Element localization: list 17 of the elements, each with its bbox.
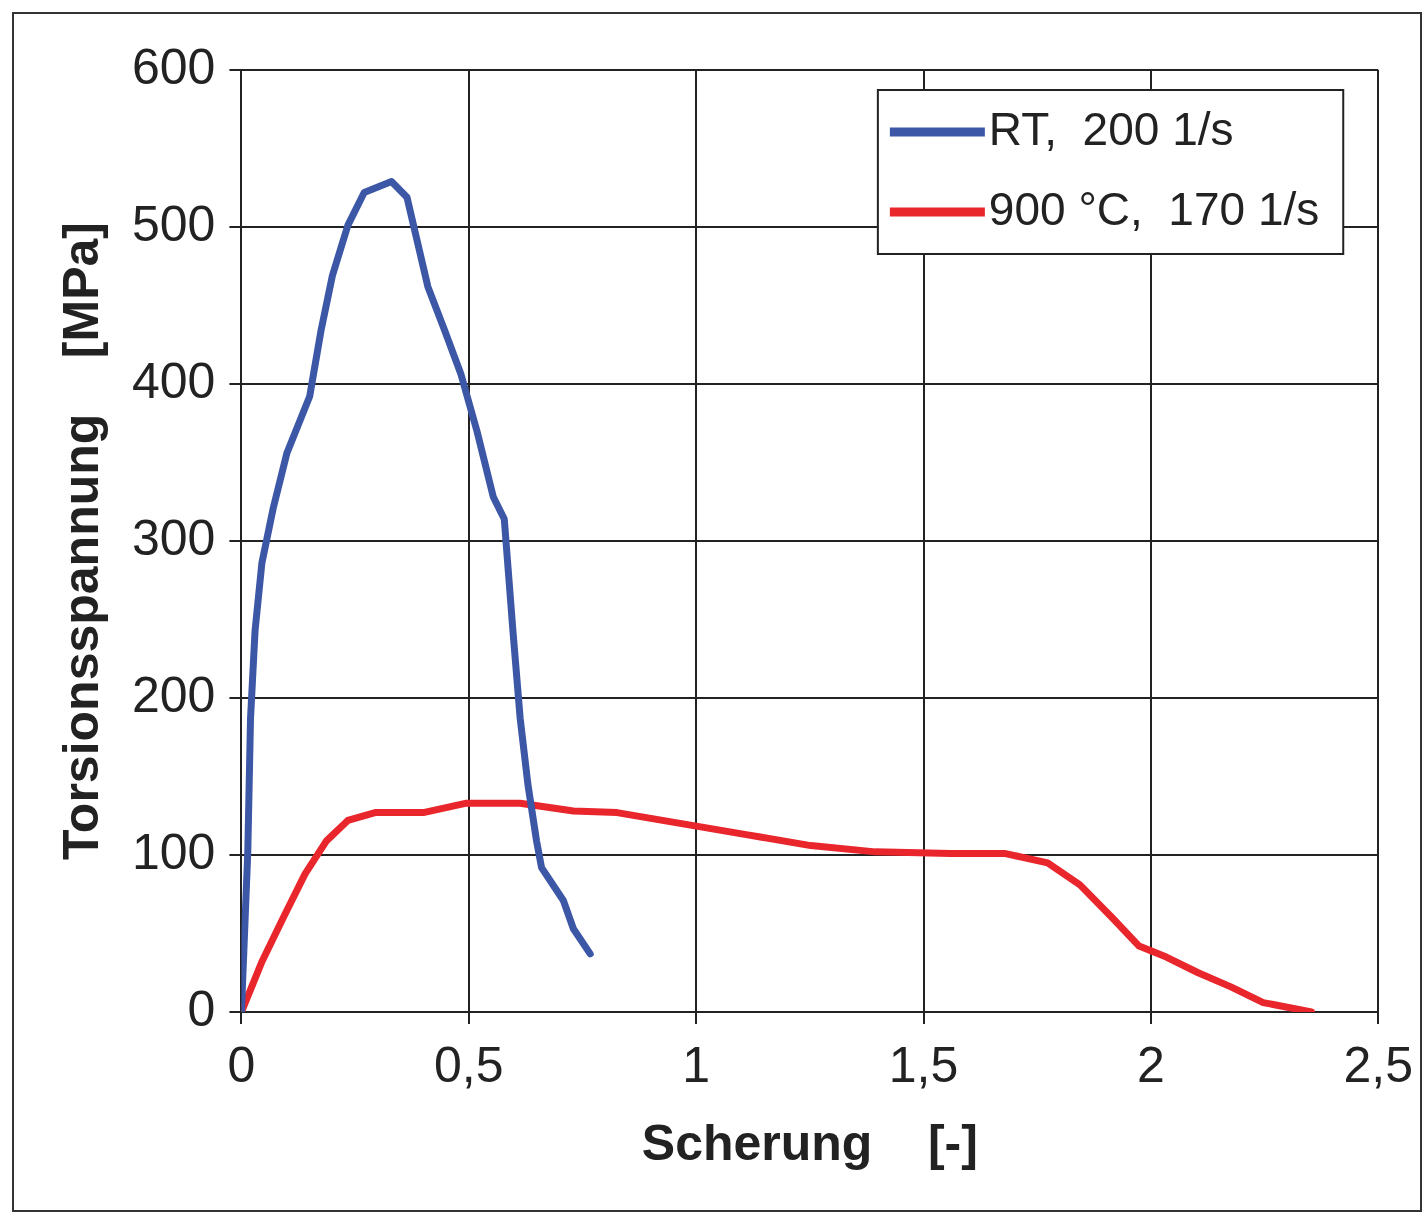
x-tick-label: 0,5	[434, 1036, 504, 1093]
x-tick-label: 1,5	[888, 1036, 959, 1093]
x-tick-label: 2	[1136, 1036, 1165, 1093]
y-axis-title: Torsionsspannung [MPa]	[52, 222, 109, 860]
y-tick-label: 400	[131, 352, 216, 409]
legend-label: RT, 200 1/s	[988, 102, 1234, 155]
x-tick-label: 2,5	[1343, 1036, 1413, 1093]
x-tick-label: 1	[682, 1036, 711, 1093]
y-tick-label: 300	[131, 509, 216, 566]
x-axis-title: Scherung [-]	[641, 1114, 978, 1171]
y-tick-label: 200	[131, 666, 216, 723]
legend-label: 900 °C, 170 1/s	[988, 182, 1320, 235]
y-tick-label: 0	[187, 980, 216, 1037]
y-tick-label: 500	[131, 195, 216, 252]
y-tick-label: 600	[131, 38, 216, 95]
y-tick-label: 100	[131, 823, 216, 880]
x-tick-label: 0	[227, 1036, 256, 1093]
